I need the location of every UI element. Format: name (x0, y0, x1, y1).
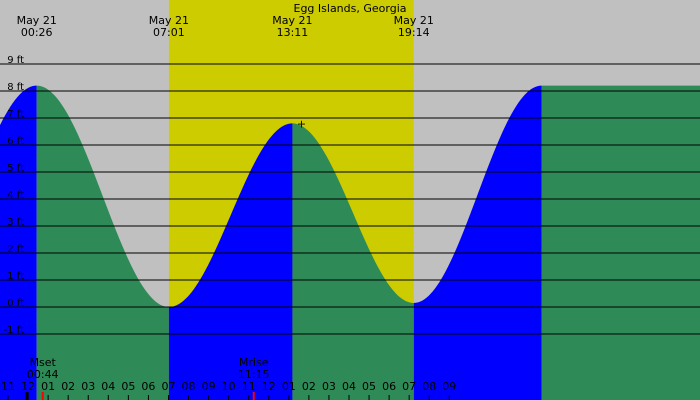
top-date-label: May 21 (272, 14, 312, 27)
x-tick-label: 05 (121, 380, 135, 393)
x-tick-label: 08 (422, 380, 436, 393)
moon-event-time: 11:15 (238, 368, 270, 381)
moon-event-label: Mset (30, 356, 57, 369)
falling-tide-area (292, 123, 414, 400)
y-tick-label: 3 ft (7, 217, 24, 228)
y-tick-labels: 9 ft 8 ft 7 ft 6 ft 5 ft 4 ft 3 ft 2 ft 1 ft 0 ft… (4, 55, 24, 336)
moon-marker (252, 392, 255, 400)
falling-tide-area (541, 85, 700, 400)
x-tick-label: 03 (322, 380, 336, 393)
tide-areas (0, 85, 700, 400)
y-tick-label: 1 ft (7, 271, 24, 282)
grid-lines (0, 63, 700, 335)
rising-tide-area (413, 85, 542, 400)
rising-tide-area (0, 85, 37, 400)
x-tick-label: 07 (402, 380, 416, 393)
moon-marker (41, 392, 44, 400)
y-tick-label: 2 ft (7, 244, 24, 255)
x-tick-label: 10 (222, 380, 236, 393)
top-time-label: 13:11 (277, 26, 309, 39)
top-date-label: May 21 (149, 14, 189, 27)
x-tick-label: 08 (182, 380, 196, 393)
x-tick-label: 09 (202, 380, 216, 393)
moon-event-time: 00:44 (27, 368, 59, 381)
x-tick-label: 06 (141, 380, 155, 393)
x-tick-label: 02 (302, 380, 316, 393)
y-tick-label: -1 ft (4, 325, 24, 336)
y-tick-label: 0 ft (7, 298, 24, 309)
chart-title: Egg Islands, Georgia (294, 2, 407, 15)
y-tick-label: 4 ft (7, 190, 24, 201)
x-tick-label: 06 (382, 380, 396, 393)
x-tick-label: 04 (342, 380, 356, 393)
x-tick-label: 03 (81, 380, 95, 393)
moon-event-label: Mrise (239, 356, 269, 369)
x-tick-label: 07 (161, 380, 175, 393)
x-tick-label: 12 (21, 380, 35, 393)
x-tick-label: 01 (41, 380, 55, 393)
x-tick-labels: 11 12 01 02 03 04 05 06 07 08 09 10 11 12 01 02 03 04 05 06… (1, 380, 456, 400)
top-time-label: 19:14 (398, 26, 430, 39)
x-tick-label: 04 (101, 380, 115, 393)
top-time-label: 07:01 (153, 26, 185, 39)
rising-tide-area (168, 123, 293, 400)
top-date-label: May 21 (17, 14, 57, 27)
y-tick-label: 9 ft (7, 55, 24, 66)
x-tick-label: 02 (61, 380, 75, 393)
sun-marker (25, 392, 29, 400)
x-tick-label: 05 (362, 380, 376, 393)
y-tick-label: 8 ft (7, 82, 24, 93)
x-tick-label: 01 (282, 380, 296, 393)
y-tick-label: 5 ft (7, 163, 24, 174)
x-tick-label: 12 (262, 380, 276, 393)
x-tick-label: 11 (242, 380, 256, 393)
y-tick-label: 6 ft (7, 136, 24, 147)
falling-tide-area (36, 85, 169, 400)
x-tick-label: 11 (1, 380, 15, 393)
y-tick-label: 7 ft (7, 109, 24, 120)
x-tick-label: 09 (442, 380, 456, 393)
top-date-label: May 21 (394, 14, 434, 27)
high-tide-marker: + (297, 117, 306, 130)
top-time-label: 00:26 (21, 26, 53, 39)
